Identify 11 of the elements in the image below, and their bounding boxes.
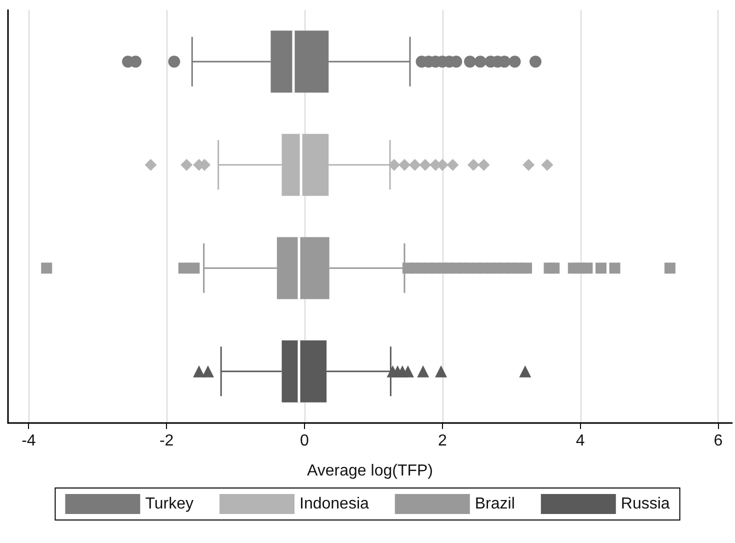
x-tick-label: -2 [159,432,174,450]
x-tick-label: 0 [300,432,310,450]
x-tick-label: 6 [714,432,723,450]
legend-label: Turkey [145,496,194,512]
x-tick-label: 4 [576,432,585,450]
legend-label: Brazil [474,496,515,512]
legend-label: Russia [620,496,670,512]
x-axis-title: Average log(TFP) [307,462,433,480]
x-tick-label: 2 [438,432,447,450]
legend-label: Indonesia [300,496,369,512]
x-tick-label: -4 [22,432,36,450]
